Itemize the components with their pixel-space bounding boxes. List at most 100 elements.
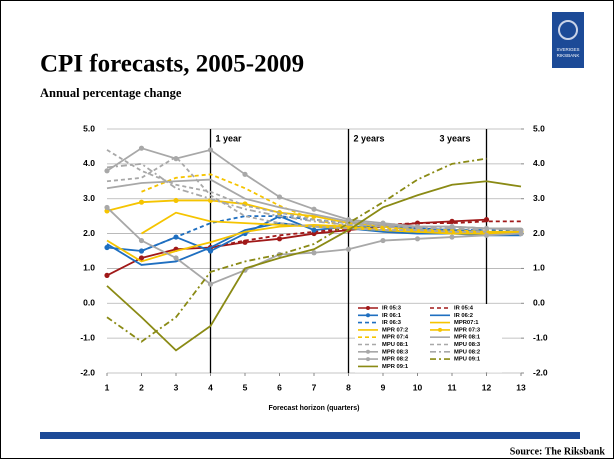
y-tick-label: 5.0 <box>83 123 95 133</box>
series-marker <box>104 204 110 211</box>
legend-marker <box>366 349 370 354</box>
legend-label: IR 05:4 <box>454 306 474 312</box>
y-tick-label: 3.0 <box>83 193 95 203</box>
chart-subtitle: Annual percentage change <box>40 86 182 100</box>
x-tick-label: 13 <box>516 382 526 392</box>
x-tick-label: 12 <box>482 382 492 392</box>
legend-label: MPR 08:1 <box>454 335 481 341</box>
legend-label: MPR 07:2 <box>382 327 408 333</box>
y-tick-label: 4.0 <box>83 158 95 168</box>
series-marker <box>414 224 421 230</box>
source: Source: The Riksbank <box>510 446 606 457</box>
legend-label: MPR 07:4 <box>382 335 409 341</box>
legend-marker <box>366 306 370 310</box>
series-marker <box>173 197 179 204</box>
legend-marker <box>366 357 370 362</box>
horizon-label: 2 years <box>354 133 385 143</box>
series-marker <box>449 224 455 230</box>
y2-tick-label: -1.0 <box>533 332 548 342</box>
x-axis-label: Forecast horizon (quarters) <box>268 405 359 412</box>
horizon-label: 3 years <box>439 133 470 143</box>
legend-label: IR 06:3 <box>382 320 402 326</box>
legend-label: MPU 09:1 <box>454 357 481 363</box>
series-line <box>106 155 487 233</box>
series-marker <box>173 156 179 162</box>
x-tick-label: 11 <box>448 382 457 392</box>
legend-label: IR 06:2 <box>454 313 473 319</box>
y-tick-label: 2.0 <box>83 228 95 238</box>
legend-label: IR 06:1 <box>382 313 402 319</box>
legend-label: MPR 09:1 <box>382 364 409 370</box>
legend-marker <box>438 327 442 332</box>
legend-label: MPU 08:2 <box>454 349 480 355</box>
series-line <box>141 173 521 233</box>
y-tick-label: 0.0 <box>83 298 95 308</box>
legend-label: IR 05:3 <box>382 306 402 312</box>
series-marker <box>276 194 283 200</box>
legend: IR 05:3 IR 05:4 IR 06:1 IR 06:2 IR 06:3 MPR07… <box>355 304 502 373</box>
y2-tick-label: 5.0 <box>533 123 545 133</box>
series-marker <box>138 145 145 151</box>
legend-label: MPR 08:3 <box>382 349 409 355</box>
series-marker <box>173 255 179 261</box>
x-tick-label: 1 <box>105 382 110 392</box>
series-marker <box>242 171 248 177</box>
legend-label: MPU 08:1 <box>382 342 409 348</box>
series-marker <box>380 237 386 244</box>
series-marker <box>380 220 386 226</box>
y-tick-label: -2.0 <box>80 367 95 377</box>
y2-tick-label: 2.0 <box>533 228 545 238</box>
logo-text: SVERIGES <box>556 47 579 52</box>
series-marker <box>104 272 110 278</box>
y2-tick-label: 0.0 <box>533 298 545 308</box>
series-marker <box>345 246 352 252</box>
plot: -2.0 -1.0 0.0 1.0 2.0 3.0 4.0 5.0 -2.0 -1.0 0.0 1.0… <box>80 123 548 392</box>
y2-tick-label: 3.0 <box>533 193 545 203</box>
x-tick-label: 10 <box>413 382 423 392</box>
series-marker <box>138 237 145 244</box>
x-tick-label: 2 <box>139 382 144 392</box>
series-marker <box>483 225 490 231</box>
series-marker <box>207 281 214 287</box>
series-marker <box>311 206 317 212</box>
series-marker <box>311 227 317 233</box>
y-tick-label: -1.0 <box>80 332 95 342</box>
series-marker <box>138 199 145 205</box>
x-tick-label: 9 <box>381 382 386 392</box>
legend-label: MPU 08:3 <box>454 342 481 348</box>
x-tick-label: 4 <box>208 382 213 392</box>
series-marker <box>138 255 145 261</box>
y-tick-label: 1.0 <box>83 263 95 273</box>
x-tick-label: 5 <box>243 382 248 392</box>
horizon-label: 1 year <box>216 133 243 143</box>
legend-label: MPR07:1 <box>454 320 479 326</box>
series-marker <box>483 232 490 238</box>
legend-box <box>355 304 502 373</box>
x-tick-label: 3 <box>174 382 179 392</box>
series-marker <box>104 244 110 251</box>
y2-tick-label: 1.0 <box>533 263 545 273</box>
logo-emblem <box>558 20 578 40</box>
footer-bar <box>40 432 580 439</box>
x-tick-label: 8 <box>346 382 351 392</box>
series-marker <box>207 248 214 254</box>
series-marker <box>449 234 455 240</box>
y2-tick-label: 4.0 <box>533 158 545 168</box>
series-line <box>106 180 522 352</box>
legend-label: MPR 07:3 <box>454 327 481 333</box>
logo-text: RIKSBANK <box>557 53 580 58</box>
series-line <box>106 162 487 231</box>
y2-tick-label: -2.0 <box>533 367 548 377</box>
series-marker <box>207 147 214 153</box>
x-tick-label: 6 <box>277 382 282 392</box>
x-tick-label: 7 <box>312 382 317 392</box>
series-marker <box>414 236 421 242</box>
series-marker <box>345 217 352 223</box>
series-marker <box>518 227 524 233</box>
series-line <box>106 218 487 277</box>
series-marker <box>311 250 317 256</box>
series-marker <box>104 168 110 174</box>
chart-title: CPI forecasts, 2005-2009 <box>40 51 304 78</box>
legend-marker <box>366 313 370 318</box>
